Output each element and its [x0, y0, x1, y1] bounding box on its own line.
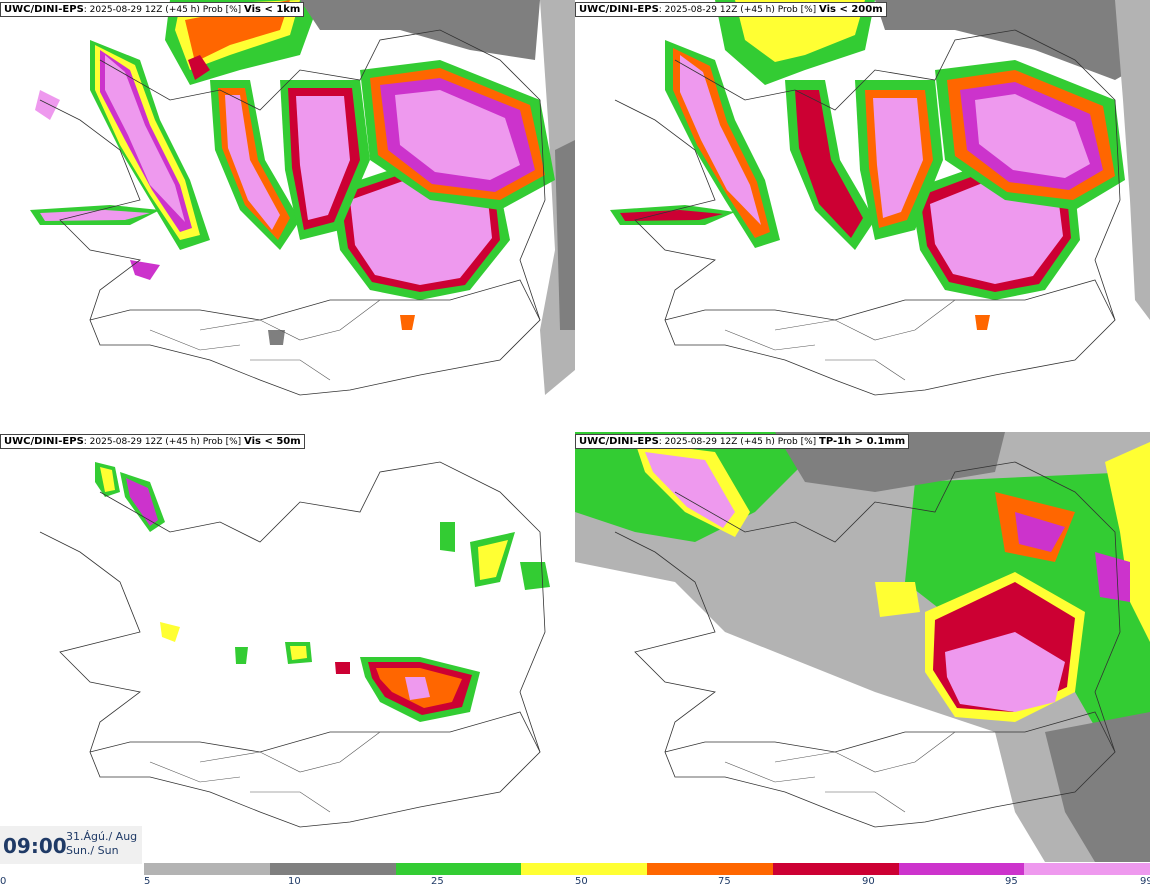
- legend-tick-label: 0: [0, 876, 7, 887]
- valid-time: 09:00: [3, 834, 67, 858]
- map-canvas: [39, 461, 550, 828]
- threshold-label: Vis < 200m: [819, 4, 883, 15]
- panel-header: UWC/DINI-EPS: 2025-08-29 12Z (+45 h) Pro…: [575, 434, 910, 449]
- legend-tick-label: 50: [575, 876, 588, 887]
- valid-date: 31.Ágú./ Aug Sun./ Sun: [66, 830, 137, 858]
- model-name: UWC/DINI-EPS: [4, 4, 84, 15]
- legend-swatch-6: [898, 863, 1025, 875]
- legend-tick-label: 99: [1140, 876, 1150, 887]
- legend-swatch-0: [144, 863, 270, 875]
- model-name: UWC/DINI-EPS: [579, 436, 659, 447]
- threshold-label: Vis < 1km: [244, 4, 301, 15]
- run-info: : 2025-08-29 12Z (+45 h) Prob [%]: [83, 437, 245, 447]
- run-info: : 2025-08-29 12Z (+45 h) Prob [%]: [83, 5, 245, 15]
- valid-date-line-1: 31.Ágú./ Aug: [66, 830, 138, 843]
- legend-tick-label: 90: [862, 876, 875, 887]
- legend-swatch-3: [521, 863, 647, 875]
- run-info: : 2025-08-29 12Z (+45 h) Prob [%]: [658, 5, 820, 15]
- valid-time-box: 09:00 31.Ágú./ Aug Sun./ Sun: [0, 826, 142, 864]
- legend-swatch-7: [1024, 863, 1150, 875]
- legend-tick-label: 95: [1005, 876, 1018, 887]
- legend-swatch-5: [772, 863, 899, 875]
- legend-swatch-2: [395, 863, 522, 875]
- map-panel-vis-200m: UWC/DINI-EPS: 2025-08-29 12Z (+45 h) Pro…: [575, 0, 1150, 430]
- color-legend: [144, 863, 1150, 875]
- legend-swatch-4: [647, 863, 773, 875]
- model-name: UWC/DINI-EPS: [579, 4, 659, 15]
- run-info: : 2025-08-29 12Z (+45 h) Prob [%]: [658, 437, 820, 447]
- map-canvas: [30, 0, 575, 396]
- panel-header: UWC/DINI-EPS: 2025-08-29 12Z (+45 h) Pro…: [0, 434, 305, 449]
- legend-tick-label: 75: [718, 876, 731, 887]
- legend-tick-label: 10: [288, 876, 301, 887]
- map-panel-tp-1h: UWC/DINI-EPS: 2025-08-29 12Z (+45 h) Pro…: [575, 432, 1150, 862]
- panel-header: UWC/DINI-EPS: 2025-08-29 12Z (+45 h) Pro…: [575, 2, 887, 17]
- threshold-label: Vis < 50m: [244, 436, 301, 447]
- legend-tick-label: 5: [144, 876, 151, 887]
- map-panel-vis-1km: UWC/DINI-EPS: 2025-08-29 12Z (+45 h) Pro…: [0, 0, 575, 430]
- map-canvas: [610, 0, 1150, 396]
- legend-tick-label: 25: [431, 876, 444, 887]
- panel-header: UWC/DINI-EPS: 2025-08-29 12Z (+45 h) Pro…: [0, 2, 305, 17]
- map-panel-vis-50m: UWC/DINI-EPS: 2025-08-29 12Z (+45 h) Pro…: [0, 432, 575, 862]
- map-canvas: [575, 432, 1150, 862]
- model-name: UWC/DINI-EPS: [4, 436, 84, 447]
- legend-swatch-1: [269, 863, 396, 875]
- valid-day-line-2: Sun./ Sun: [66, 844, 119, 857]
- threshold-label: TP-1h > 0.1mm: [819, 436, 906, 447]
